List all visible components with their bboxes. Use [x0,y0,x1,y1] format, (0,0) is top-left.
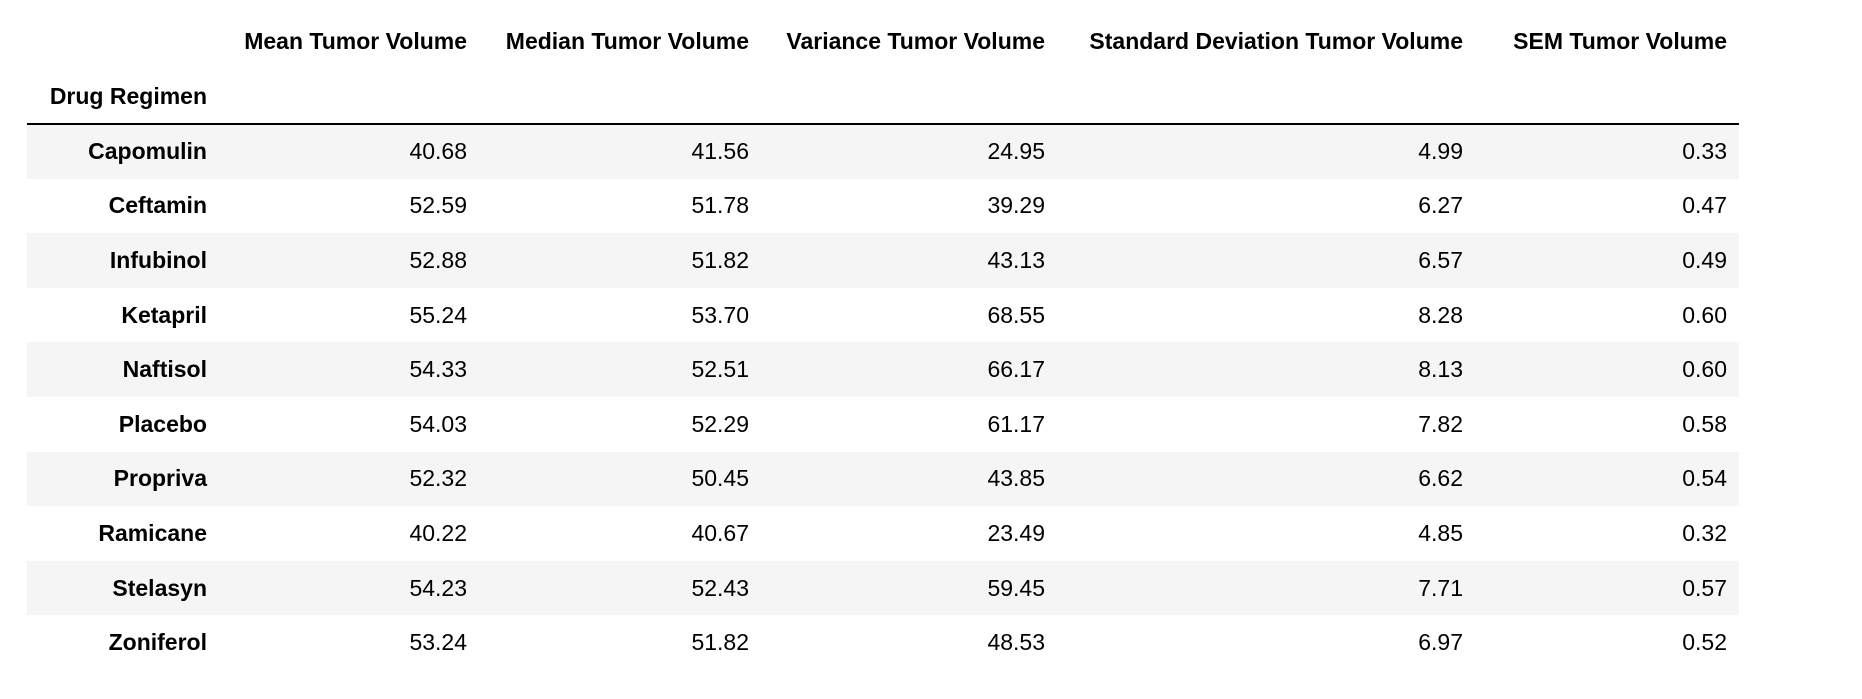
table-row: Zoniferol 53.24 51.82 48.53 6.97 0.52 [27,615,1739,670]
cell-mean: 53.24 [409,629,467,656]
column-header-row: Mean Tumor Volume Median Tumor Volume Va… [27,14,1739,69]
cell-sem: 0.57 [1682,574,1727,601]
cell-sem: 0.58 [1682,410,1727,437]
index-name-header: Drug Regimen [27,69,219,125]
cell-std-dev: 8.13 [1418,356,1463,383]
column-header-mean: Mean Tumor Volume [244,28,467,54]
cell-std-dev: 4.85 [1418,519,1463,546]
cell-variance: 43.13 [987,246,1045,273]
cell-sem: 0.54 [1682,465,1727,492]
cell-variance: 48.53 [987,629,1045,656]
corner-blank-cell [27,14,219,69]
index-header-blank [1475,69,1739,125]
cell-mean: 54.03 [409,410,467,437]
row-label-drug-regimen: Stelasyn [112,574,207,601]
cell-mean: 54.33 [409,356,467,383]
cell-sem: 0.47 [1682,192,1727,219]
table-row: Placebo 54.03 52.29 61.17 7.82 0.58 [27,397,1739,452]
cell-mean: 54.23 [409,574,467,601]
row-label-drug-regimen: Ketapril [121,301,207,328]
row-label-drug-regimen: Zoniferol [108,629,207,656]
cell-variance: 23.49 [987,519,1045,546]
cell-sem: 0.60 [1682,356,1727,383]
column-header-median: Median Tumor Volume [505,28,749,54]
cell-mean: 40.68 [409,138,467,165]
cell-sem: 0.49 [1682,246,1727,273]
cell-mean: 52.88 [409,246,467,273]
cell-sem: 0.52 [1682,629,1727,656]
index-header-blank [1057,69,1475,125]
cell-sem: 0.33 [1682,138,1727,165]
cell-median: 53.70 [691,301,749,328]
cell-median: 51.82 [691,246,749,273]
cell-variance: 24.95 [987,138,1045,165]
table-row: Ramicane 40.22 40.67 23.49 4.85 0.32 [27,506,1739,561]
cell-std-dev: 6.27 [1418,192,1463,219]
table-row: Propriva 52.32 50.45 43.85 6.62 0.54 [27,451,1739,507]
row-label-drug-regimen: Ceftamin [108,192,207,219]
cell-median: 41.56 [691,138,749,165]
index-header-blank [479,69,761,125]
table-body: Capomulin 40.68 41.56 24.95 4.99 0.33 Ceftamin… [27,124,1739,670]
index-header-row: Drug Regimen [27,69,1739,125]
cell-mean: 40.22 [409,519,467,546]
row-label-drug-regimen: Capomulin [88,138,207,165]
cell-variance: 61.17 [987,410,1045,437]
cell-sem: 0.60 [1682,301,1727,328]
table-row: Ceftamin 52.59 51.78 39.29 6.27 0.47 [27,179,1739,234]
cell-std-dev: 7.71 [1418,574,1463,601]
row-label-drug-regimen: Naftisol [122,356,207,383]
cell-mean: 52.59 [409,192,467,219]
cell-std-dev: 8.28 [1418,301,1463,328]
cell-variance: 68.55 [987,301,1045,328]
row-label-drug-regimen: Placebo [118,410,207,437]
row-label-drug-regimen: Ramicane [98,519,207,546]
cell-variance: 66.17 [987,356,1045,383]
cell-median: 40.67 [691,519,749,546]
table-row: Ketapril 55.24 53.70 68.55 8.28 0.60 [27,288,1739,343]
table-row: Naftisol 54.33 52.51 66.17 8.13 0.60 [27,342,1739,397]
cell-variance: 43.85 [987,465,1045,492]
cell-median: 51.82 [691,629,749,656]
index-header-blank [761,69,1057,125]
cell-median: 52.43 [691,574,749,601]
table-row: Capomulin 40.68 41.56 24.95 4.99 0.33 [27,124,1739,179]
summary-statistics-table: Mean Tumor Volume Median Tumor Volume Va… [27,14,1739,670]
column-header-sem: SEM Tumor Volume [1513,28,1727,54]
cell-median: 52.51 [691,356,749,383]
cell-std-dev: 6.97 [1418,629,1463,656]
cell-std-dev: 4.99 [1418,138,1463,165]
cell-variance: 59.45 [987,574,1045,601]
cell-mean: 55.24 [409,301,467,328]
cell-variance: 39.29 [987,192,1045,219]
column-header-variance: Variance Tumor Volume [786,28,1045,54]
dataframe-output: Mean Tumor Volume Median Tumor Volume Va… [27,14,1739,670]
index-header-blank [219,69,479,125]
table-row: Infubinol 52.88 51.82 43.13 6.57 0.49 [27,233,1739,288]
cell-median: 50.45 [691,465,749,492]
row-label-drug-regimen: Infubinol [109,246,207,273]
cell-std-dev: 6.62 [1418,465,1463,492]
cell-sem: 0.32 [1682,519,1727,546]
cell-std-dev: 7.82 [1418,410,1463,437]
cell-median: 51.78 [691,192,749,219]
column-header-std-dev: Standard Deviation Tumor Volume [1089,28,1463,54]
table-row: Stelasyn 54.23 52.43 59.45 7.71 0.57 [27,560,1739,616]
cell-std-dev: 6.57 [1418,246,1463,273]
cell-mean: 52.32 [409,465,467,492]
row-label-drug-regimen: Propriva [113,465,207,492]
cell-median: 52.29 [691,410,749,437]
